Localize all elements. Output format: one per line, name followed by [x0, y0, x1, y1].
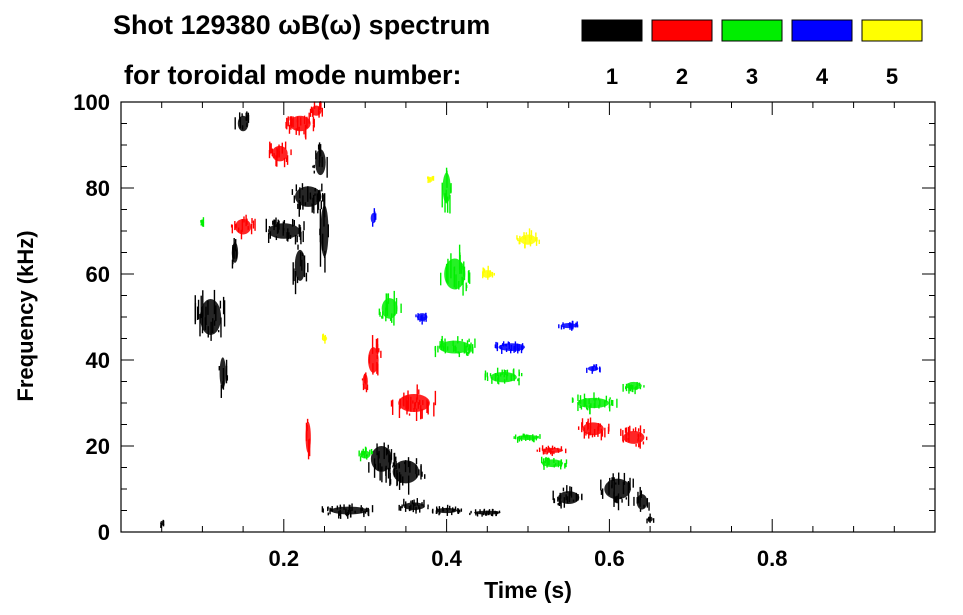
spectrum-marks [160, 101, 655, 528]
mode-1-component-7-core [315, 149, 326, 176]
mode-1-component-13 [398, 498, 429, 514]
mode-3-component-2 [441, 167, 452, 214]
mode-1-component-15 [469, 508, 501, 517]
legend-swatch-mode-5 [861, 19, 923, 42]
y-tick-label: 20 [86, 434, 110, 459]
x-axis-label: Time (s) [484, 577, 572, 603]
mode-3-component-11 [200, 217, 205, 227]
x-tick-label: 0.8 [757, 546, 788, 571]
y-axis-label: Frequency (kHz) [13, 230, 38, 401]
mode-3-component-6 [571, 392, 618, 415]
series-mode-5 [321, 175, 540, 344]
mode-2-component-6 [390, 384, 437, 422]
legend: 1 2 3 4 5 [581, 19, 923, 89]
legend-swatch-mode-2 [651, 19, 713, 42]
mode-1-component-18 [633, 486, 650, 512]
mode-1-component-2 [218, 357, 229, 398]
mode-1-component-1 [194, 289, 226, 341]
mode-1-component-17 [600, 472, 634, 511]
legend-label-mode-1: 1 [606, 64, 618, 89]
x-tick-label: 0.4 [431, 546, 462, 571]
mode-1-component-10 [321, 503, 374, 519]
mode-1-component-8 [319, 193, 330, 273]
legend-label-mode-4: 4 [816, 64, 829, 89]
y-tick-label: 40 [86, 348, 110, 373]
mode-3-component-10 [540, 456, 568, 470]
mode-4-component-1 [370, 208, 377, 227]
mode-2-component-7 [305, 418, 311, 460]
mode-2-component-5-core [368, 347, 379, 373]
chart-title-line2: for toroidal mode number: [124, 60, 462, 90]
mode-5-component-2 [482, 265, 495, 280]
mode-1-component-19 [646, 513, 655, 524]
mode-2-component-5 [368, 335, 382, 376]
mode-3-component-8 [358, 446, 373, 462]
mode-4-component-5 [586, 364, 601, 374]
mode-2-component-1 [230, 214, 256, 240]
y-tick-label: 100 [73, 90, 110, 115]
series-mode-2 [230, 101, 648, 460]
series-mode-4 [370, 208, 601, 374]
mode-2-component-9 [536, 445, 567, 456]
legend-swatch-mode-4 [791, 19, 853, 42]
series-mode-1 [160, 111, 655, 528]
y-tick-label: 0 [98, 520, 110, 545]
mode-3-component-4 [434, 335, 476, 358]
y-tick-label: 80 [86, 176, 110, 201]
mode-1-component-4 [234, 111, 250, 132]
legend-label-mode-5: 5 [886, 64, 898, 89]
mode-2-component-8 [361, 372, 369, 393]
legend-label-mode-3: 3 [746, 64, 758, 89]
mode-5-component-4 [426, 175, 435, 184]
mode-3-component-3-core [381, 298, 398, 319]
mode-5-component-1 [516, 228, 540, 249]
x-tick-label: 0.2 [269, 546, 300, 571]
y-tick-label: 60 [86, 262, 110, 287]
mode-3-component-1 [439, 244, 471, 296]
mode-2-component-2 [268, 141, 292, 168]
mode-1-component-9 [292, 244, 309, 295]
mode-4-component-2 [494, 341, 525, 354]
mode-1-component-14 [431, 504, 463, 516]
mode-1-component-3 [231, 238, 239, 269]
mode-1-component-12 [385, 454, 426, 495]
mode-4-component-4 [558, 320, 579, 331]
mode-1-component-5 [265, 217, 305, 245]
x-tick-label: 0.6 [594, 546, 625, 571]
legend-swatch-mode-3 [721, 19, 783, 42]
mode-2-component-11 [620, 425, 648, 449]
mode-1-component-6 [291, 183, 324, 217]
mode-1-component-7 [312, 142, 328, 178]
mode-4-component-3 [415, 312, 428, 325]
mode-5-component-1-core [520, 234, 536, 245]
mode-2-component-3 [285, 112, 315, 140]
mode-3-component-3 [378, 290, 402, 326]
mode-3-component-5 [484, 367, 523, 386]
mode-3-component-9 [513, 433, 541, 443]
mode-5-component-3 [321, 333, 328, 344]
legend-label-mode-2: 2 [676, 64, 688, 89]
series-mode-3 [200, 167, 645, 470]
mode-2-component-10 [577, 417, 610, 441]
legend-swatch-mode-1 [581, 19, 643, 42]
chart-title-line1: Shot 129380 ωB(ω) spectrum [113, 10, 490, 40]
mode-2-component-4 [309, 101, 323, 118]
axis-ticks: 0.2 0.4 0.6 0.8 0 20 40 60 80 100 [73, 90, 935, 571]
mode-3-component-7 [622, 381, 645, 395]
mode-1-component-16 [552, 485, 583, 509]
